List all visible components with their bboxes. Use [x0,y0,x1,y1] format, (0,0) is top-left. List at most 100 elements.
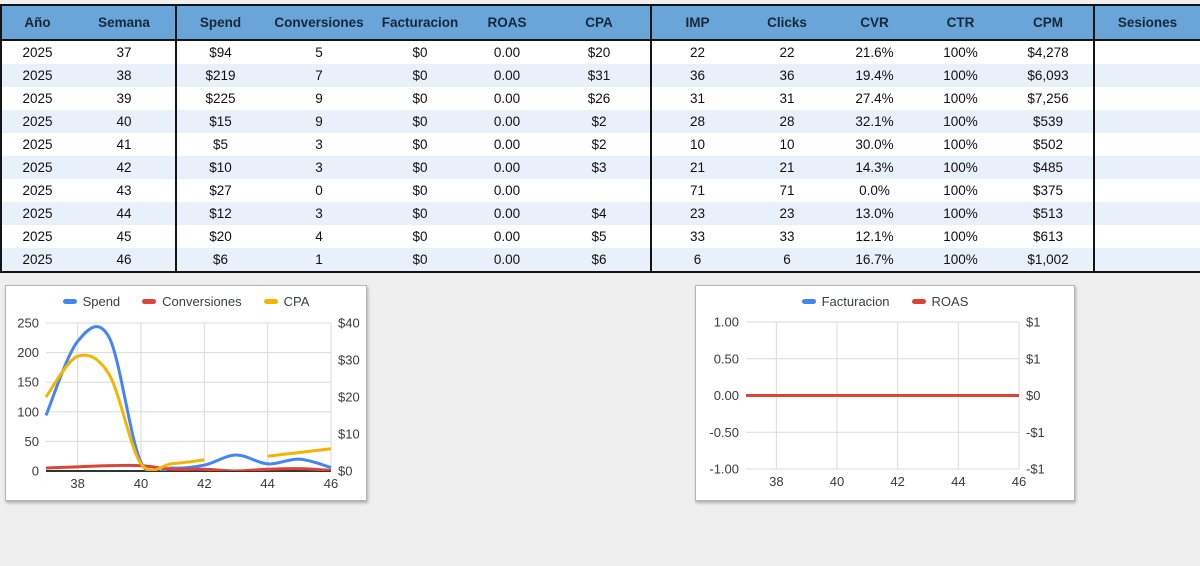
table-cell[interactable]: $1,002 [1003,248,1094,272]
table-cell[interactable]: $5 [548,225,651,248]
table-cell[interactable]: 2025 [1,156,73,179]
table-cell[interactable]: $0 [374,110,466,133]
table-cell[interactable]: $0 [374,225,466,248]
table-cell[interactable] [1093,248,1200,272]
table-cell[interactable]: 2025 [1,40,73,64]
table-cell[interactable]: 100% [918,133,1003,156]
column-header-cvr[interactable]: CVR [831,5,918,41]
table-cell[interactable]: 0.00 [466,40,548,64]
table-cell[interactable]: $20 [175,225,264,248]
table-cell[interactable]: 22 [743,40,831,64]
table-cell[interactable]: 0.00 [466,179,548,202]
table-cell[interactable]: $20 [548,40,651,64]
table-cell[interactable]: 2025 [1,64,73,87]
table-cell[interactable]: 23 [743,202,831,225]
table-cell[interactable]: 2025 [1,225,73,248]
table-cell[interactable]: $15 [175,110,264,133]
table-cell[interactable]: $26 [548,87,651,110]
table-cell[interactable]: $0 [374,156,466,179]
table-cell[interactable]: 45 [73,225,176,248]
table-cell[interactable]: 0 [264,179,374,202]
table-cell[interactable]: 36 [743,64,831,87]
table-cell[interactable]: 0.00 [466,64,548,87]
table-cell[interactable]: $0 [374,248,466,272]
table-cell[interactable]: 0.00 [466,248,548,272]
table-cell[interactable]: 71 [743,179,831,202]
table-cell[interactable]: $502 [1003,133,1094,156]
table-cell[interactable]: $2 [548,133,651,156]
table-cell[interactable]: $6 [175,248,264,272]
table-cell[interactable]: $31 [548,64,651,87]
table-cell[interactable]: 100% [918,40,1003,64]
column-header-ctr[interactable]: CTR [918,5,1003,41]
table-cell[interactable]: 10 [743,133,831,156]
table-cell[interactable]: $613 [1003,225,1094,248]
table-cell[interactable]: 3 [264,202,374,225]
table-cell[interactable]: 46 [73,248,176,272]
table-cell[interactable] [1093,225,1200,248]
table-cell[interactable]: 30.0% [831,133,918,156]
table-cell[interactable]: 19.4% [831,64,918,87]
table-cell[interactable]: $6,093 [1003,64,1094,87]
table-cell[interactable]: 1 [264,248,374,272]
column-header-roas[interactable]: ROAS [466,5,548,41]
table-cell[interactable]: $94 [175,40,264,64]
table-cell[interactable]: 43 [73,179,176,202]
table-cell[interactable]: $375 [1003,179,1094,202]
table-cell[interactable]: $0 [374,133,466,156]
column-header-año[interactable]: Año [1,5,73,41]
table-cell[interactable]: 40 [73,110,176,133]
table-cell[interactable]: 22 [650,40,743,64]
table-cell[interactable]: 31 [743,87,831,110]
table-cell[interactable]: 100% [918,179,1003,202]
table-cell[interactable]: 2025 [1,133,73,156]
table-cell[interactable]: 5 [264,40,374,64]
column-header-sesiones[interactable]: Sesiones [1093,5,1200,41]
table-cell[interactable]: 0.00 [466,87,548,110]
table-cell[interactable]: 27.4% [831,87,918,110]
table-cell[interactable] [548,179,651,202]
table-cell[interactable]: $219 [175,64,264,87]
table-cell[interactable]: 0.00 [466,110,548,133]
table-cell[interactable]: $0 [374,40,466,64]
table-cell[interactable]: 16.7% [831,248,918,272]
table-cell[interactable]: 9 [264,110,374,133]
table-cell[interactable]: 2025 [1,202,73,225]
table-cell[interactable]: $27 [175,179,264,202]
table-cell[interactable]: 0.0% [831,179,918,202]
table-cell[interactable]: $4 [548,202,651,225]
table-cell[interactable]: 2025 [1,248,73,272]
table-cell[interactable] [1093,87,1200,110]
table-cell[interactable]: 21 [743,156,831,179]
table-cell[interactable]: 0.00 [466,202,548,225]
column-header-cpa[interactable]: CPA [548,5,651,41]
table-cell[interactable]: 9 [264,87,374,110]
table-cell[interactable]: $2 [548,110,651,133]
table-cell[interactable]: $5 [175,133,264,156]
table-cell[interactable]: $0 [374,64,466,87]
table-cell[interactable]: 36 [650,64,743,87]
table-cell[interactable]: 100% [918,202,1003,225]
table-cell[interactable]: $225 [175,87,264,110]
table-cell[interactable]: 71 [650,179,743,202]
table-cell[interactable] [1093,156,1200,179]
table-cell[interactable]: 100% [918,156,1003,179]
table-cell[interactable]: 28 [743,110,831,133]
column-header-imp[interactable]: IMP [650,5,743,41]
table-cell[interactable]: 100% [918,110,1003,133]
table-cell[interactable]: $3 [548,156,651,179]
table-cell[interactable]: 13.0% [831,202,918,225]
table-cell[interactable]: 3 [264,156,374,179]
table-cell[interactable]: 6 [650,248,743,272]
table-cell[interactable]: 32.1% [831,110,918,133]
table-cell[interactable]: $0 [374,87,466,110]
table-cell[interactable] [1093,202,1200,225]
table-cell[interactable]: $6 [548,248,651,272]
table-cell[interactable]: 12.1% [831,225,918,248]
table-cell[interactable]: 42 [73,156,176,179]
table-cell[interactable]: 31 [650,87,743,110]
column-header-semana[interactable]: Semana [73,5,176,41]
table-cell[interactable] [1093,40,1200,64]
table-cell[interactable]: 33 [650,225,743,248]
table-cell[interactable]: 10 [650,133,743,156]
